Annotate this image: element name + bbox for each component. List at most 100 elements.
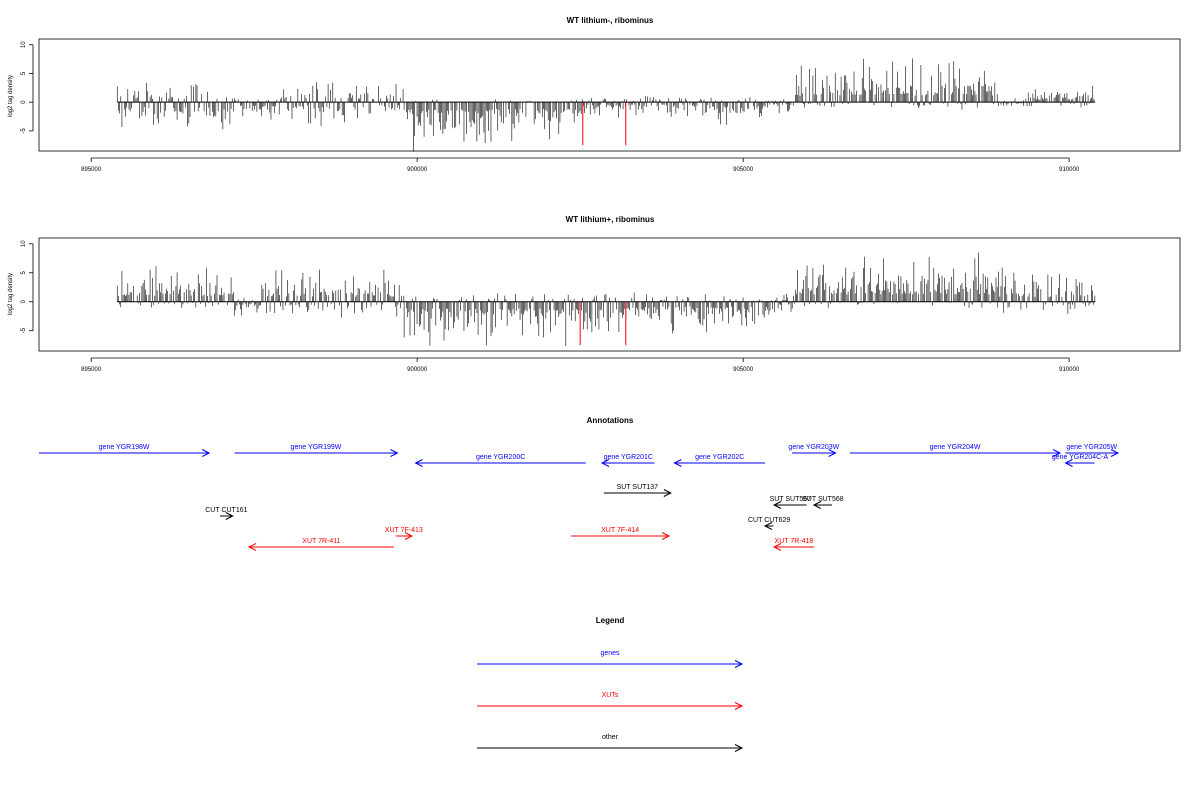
x-tick-label: 900000: [407, 167, 428, 173]
feature-arrow-head: [600, 459, 610, 467]
y-tick-label: 5: [21, 270, 27, 274]
feature-arrow-head: [772, 501, 782, 509]
legend-label: genes: [600, 650, 620, 657]
feature-gene: gene YGR198W: [39, 444, 211, 457]
feature-arrow-head: [1110, 449, 1120, 457]
legend-items: genes XUTs other: [477, 650, 744, 752]
y-tick-label: 10: [21, 41, 27, 48]
y-tick-label: 0: [21, 299, 27, 303]
feature-gene: gene YGR203W: [788, 444, 840, 457]
legend: Legend genes XUTs other: [477, 616, 744, 752]
feature-arrow-head: [225, 512, 234, 520]
highlight-bars: [582, 102, 627, 146]
x-tick-label: 895000: [81, 167, 102, 173]
y-axis: -5 0 5 10: [21, 240, 34, 333]
feature-label: gene YGR198W: [99, 444, 150, 451]
y-axis: -5 0 5 10: [21, 41, 34, 134]
feature-label: gene YGR201C: [604, 454, 653, 461]
feature-arrow-head: [772, 543, 782, 551]
x-tick-label: 910000: [1059, 367, 1080, 373]
feature-label: gene YGR204C-A: [1052, 454, 1109, 461]
feature-arrow-head: [828, 449, 837, 457]
coverage-panel-lithium-minus: WT lithium-, ribominus log2 tag density …: [8, 16, 1181, 173]
y-tick-label: -5: [21, 128, 27, 134]
x-axis: 895000 900000 905000 910000: [81, 157, 1080, 173]
feature-arrow-head: [1052, 449, 1062, 457]
feature-label: XUT 7R-418: [775, 538, 814, 545]
plot-frame: [38, 38, 1181, 152]
legend-label: other: [602, 734, 619, 741]
feature-other: SUT SUT568: [802, 496, 844, 509]
legend-swatch-arrowhead: [734, 702, 744, 710]
feature-arrow-head: [673, 459, 682, 467]
y-axis-label: log2 tag density: [8, 75, 14, 117]
feature-label: CUT CUT161: [205, 507, 247, 514]
feature-arrows: gene YGR198W gene YGR199W gene YGR200C gene…: [39, 444, 1120, 551]
feature-arrow-head: [1064, 459, 1073, 467]
feature-arrow-head: [414, 459, 423, 467]
panel-title: WT lithium+, ribominus: [566, 215, 655, 224]
feature-xut: XUT 7F-414: [571, 527, 671, 540]
x-tick-label: 910000: [1059, 167, 1080, 173]
feature-xut: XUT 7F-413: [385, 527, 423, 540]
highlight-bars: [579, 301, 627, 346]
legend-item-other: other: [477, 734, 744, 752]
signal-bar-series: [116, 252, 1096, 346]
y-tick-label: 5: [21, 71, 27, 75]
feature-arrow-head: [763, 522, 773, 530]
feature-gene: gene YGR204C-A: [1052, 454, 1109, 467]
feature-other: SUT SUT567: [770, 496, 812, 509]
legend-swatch-arrowhead: [734, 744, 744, 752]
signal-bar-series: [116, 58, 1095, 152]
x-axis: 895000 900000 905000 910000: [81, 357, 1080, 373]
feature-label: gene YGR204W: [930, 444, 981, 451]
feature-other: CUT CUT629: [748, 517, 790, 530]
feature-other: CUT CUT161: [205, 507, 248, 520]
feature-gene: gene YGR205W: [1065, 444, 1120, 457]
y-axis-label: log2 tag density: [8, 273, 14, 315]
plot-frame: [38, 237, 1181, 352]
y-tick-label: 10: [21, 240, 27, 247]
feature-arrow-head: [247, 543, 257, 551]
feature-arrow-head: [812, 501, 822, 509]
x-tick-label: 905000: [733, 367, 754, 373]
feature-arrow-head: [404, 532, 414, 540]
feature-label: gene YGR200C: [476, 454, 525, 461]
feature-label: gene YGR205W: [1066, 444, 1117, 451]
annotations-title: Annotations: [587, 416, 634, 425]
feature-label: gene YGR203W: [788, 444, 839, 451]
feature-gene: gene YGR200C: [414, 454, 586, 467]
feature-label: XUT 7F-413: [385, 527, 423, 534]
feature-label: gene YGR202C: [695, 454, 744, 461]
panel-title: WT lithium-, ribominus: [567, 16, 654, 25]
feature-arrow-head: [661, 532, 671, 540]
feature-gene: gene YGR199W: [234, 444, 399, 457]
feature-arrow-head: [201, 449, 211, 457]
feature-label: XUT 7R-411: [302, 538, 340, 545]
coverage-panel-lithium-plus: WT lithium+, ribominus log2 tag density …: [8, 215, 1181, 373]
feature-gene: gene YGR204W: [850, 444, 1062, 457]
legend-item-xut: XUTs: [477, 692, 744, 710]
legend-label: XUTs: [602, 692, 619, 699]
feature-label: SUT SUT567: [770, 496, 812, 503]
feature-gene: gene YGR201C: [600, 454, 655, 467]
feature-xut: XUT 7R-418: [772, 538, 814, 551]
signal-bars: [116, 58, 1095, 152]
feature-label: CUT CUT629: [748, 517, 790, 524]
feature-gene: gene YGR202C: [673, 454, 765, 467]
feature-label: gene YGR199W: [291, 444, 342, 451]
legend-swatch-arrowhead: [734, 660, 744, 668]
feature-label: SUT SUT568: [802, 496, 844, 503]
y-tick-label: -5: [21, 327, 27, 333]
feature-arrow-head: [390, 449, 399, 457]
x-tick-label: 895000: [81, 367, 102, 373]
x-tick-label: 905000: [733, 167, 754, 173]
legend-item-gene: genes: [477, 650, 744, 668]
feature-label: XUT 7F-414: [601, 527, 639, 534]
signal-bars: [116, 252, 1096, 346]
feature-xut: XUT 7R-411: [247, 538, 394, 551]
feature-label: SUT SUT137: [617, 484, 659, 491]
y-tick-label: 0: [21, 100, 27, 104]
annotations-track: Annotations gene YGR198W gene YGR199Wgene…: [39, 416, 1120, 551]
